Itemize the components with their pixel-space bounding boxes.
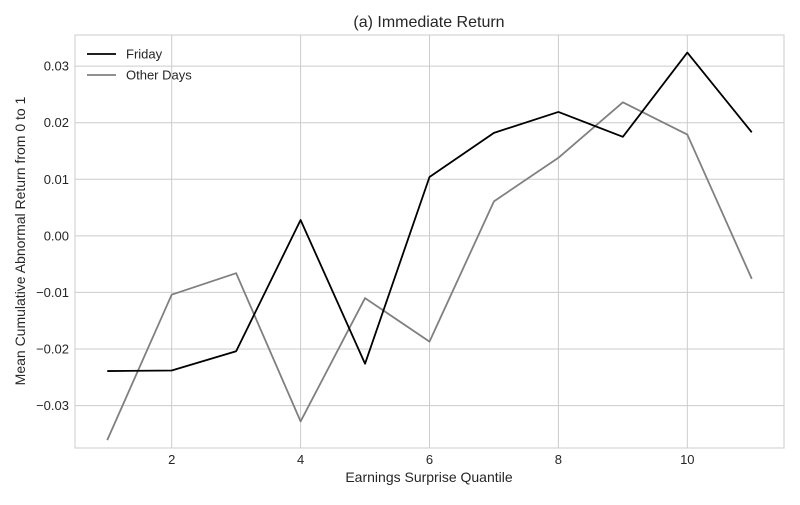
grid <box>75 35 784 448</box>
plot-area-frame <box>74 34 785 449</box>
y-tick-label: 0.00 <box>44 228 69 243</box>
x-tick-label: 2 <box>168 452 175 467</box>
x-tick-label: 6 <box>426 452 433 467</box>
x-axis-ticks: 2 4 6 8 10 <box>168 452 694 467</box>
y-tick-label: 0.03 <box>44 59 69 74</box>
legend: Friday Other Days <box>87 47 192 83</box>
y-tick-label: −0.01 <box>36 285 69 300</box>
y-axis-ticks: −0.03 −0.02 −0.01 0.00 0.01 0.02 0.03 <box>36 59 69 413</box>
chart-title: (a) Immediate Return <box>353 14 504 31</box>
series-line-friday <box>107 51 753 372</box>
series-line-other-days <box>106 101 753 441</box>
y-tick-label: −0.03 <box>36 398 69 413</box>
x-axis-label: Earnings Surprise Quantile <box>345 469 513 485</box>
x-tick-label: 4 <box>297 452 304 467</box>
x-tick-label: 8 <box>555 452 562 467</box>
x-tick-label: 10 <box>680 452 694 467</box>
y-tick-label: 0.01 <box>44 172 69 187</box>
legend-label: Other Days <box>126 68 192 83</box>
series-group <box>106 51 753 441</box>
y-tick-label: 0.02 <box>44 115 69 130</box>
y-tick-label: −0.02 <box>36 341 69 356</box>
y-axis-label: Mean Cumulative Abnormal Return from 0 t… <box>12 96 28 385</box>
legend-label: Friday <box>126 47 163 62</box>
